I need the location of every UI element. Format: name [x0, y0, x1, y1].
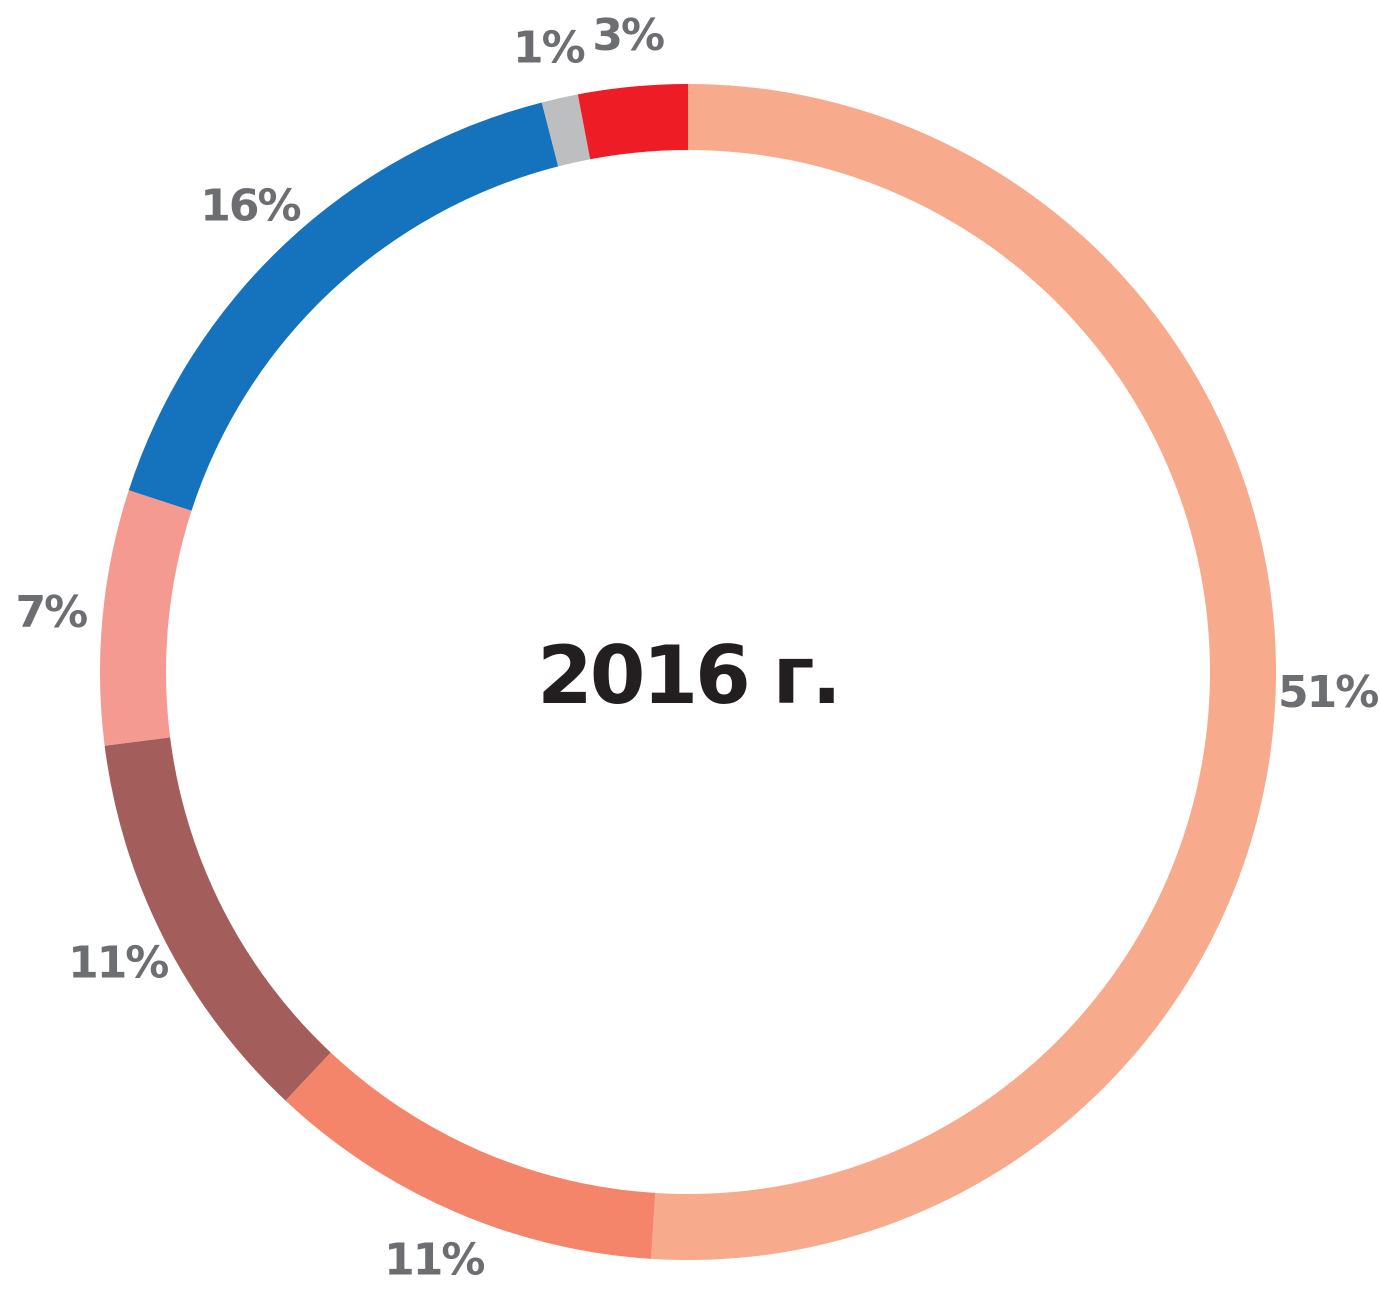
donut-slice-4	[99, 490, 192, 746]
donut-slices	[99, 84, 1276, 1260]
donut-slice-6	[541, 94, 591, 167]
slice-label-6: 1%	[513, 22, 585, 73]
slice-labels: 51% 11% 11% 7% 16% 1% 3%	[15, 10, 1380, 1286]
slice-label-3: 11%	[68, 938, 168, 989]
donut-slice-1	[651, 84, 1276, 1260]
slice-label-7: 3%	[592, 10, 664, 61]
slice-label-2: 11%	[384, 1234, 484, 1285]
center-year-label: 2016 г.	[537, 629, 839, 722]
donut-slice-3	[104, 737, 331, 1101]
slice-label-5: 16%	[200, 180, 300, 231]
slice-label-1: 51%	[1278, 667, 1378, 718]
donut-slice-5	[128, 102, 559, 511]
donut-slice-2	[285, 1052, 656, 1259]
slice-label-4: 7%	[15, 587, 87, 638]
donut-slice-7	[577, 84, 688, 160]
